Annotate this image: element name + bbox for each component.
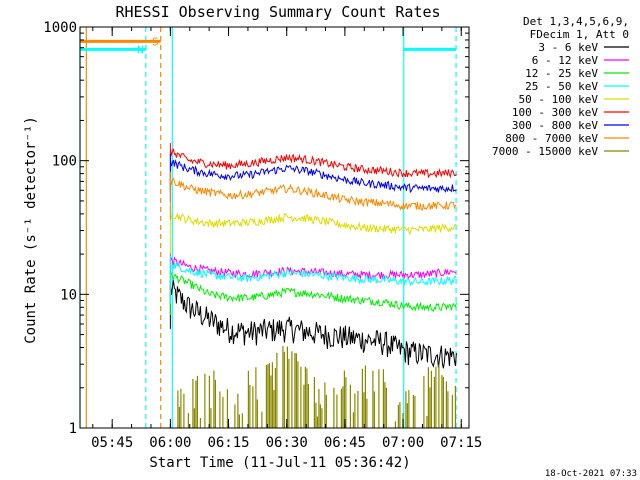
legend-label: 100 - 300 keV (512, 106, 598, 119)
legend-label: 50 - 100 keV (519, 93, 599, 106)
x-tick-label: 06:15 (207, 435, 249, 451)
legend-header: FDecim 1, Att 0 (530, 28, 629, 41)
y-tick-label: 1 (69, 421, 77, 437)
y-tick-label: 100 (52, 154, 77, 170)
series-line (169, 148, 457, 179)
series-line (169, 159, 457, 194)
legend-label: 3 - 6 keV (538, 41, 598, 54)
legend-header: Det 1,3,4,5,6,9, (523, 15, 629, 28)
series-line (169, 280, 457, 369)
legend-label: 6 - 12 keV (532, 54, 599, 67)
legend-label: 800 - 7000 keV (505, 132, 598, 145)
series-line (169, 256, 457, 281)
plot-area: SN (79, 27, 457, 428)
mode-bar-label: N (137, 43, 144, 56)
x-tick-label: 06:00 (149, 435, 191, 451)
x-axis: 05:45 06:00 06:15 06:30 06:45 07:00 07:15 (91, 27, 482, 451)
series-line (170, 262, 457, 287)
legend-label: 25 - 50 keV (525, 80, 598, 93)
footer-date: 18-Oct-2021 07:33 (545, 469, 637, 479)
x-tick-label: 06:30 (266, 435, 308, 451)
y-tick-label: 1000 (43, 20, 77, 36)
mode-bar-label: S (152, 35, 159, 48)
x-axis-label: Start Time (11-Jul-11 05:36:42) (149, 455, 410, 471)
series-trace (169, 255, 457, 304)
legend: Det 1,3,4,5,6,9,FDecim 1, Att 03 - 6 keV… (492, 15, 629, 158)
x-tick-label: 06:45 (324, 435, 366, 451)
chart-title: RHESSI Observing Summary Count Rates (115, 3, 440, 21)
y-axis: 1 10 100 1000 (43, 20, 469, 437)
series-line (177, 345, 456, 428)
legend-label: 300 - 800 keV (512, 119, 598, 132)
plot-frame (79, 26, 470, 429)
series-line (169, 177, 457, 211)
series-trace (177, 345, 456, 428)
series-line (169, 271, 457, 313)
x-tick-label: 05:45 (91, 435, 133, 451)
series-trace (169, 171, 457, 220)
y-axis-label: Count Rate (s⁻¹ detector⁻¹) (23, 116, 39, 344)
series-line (169, 212, 457, 235)
x-tick-label: 07:00 (382, 435, 424, 451)
y-tick-label: 10 (60, 287, 77, 303)
legend-label: 7000 - 15000 keV (492, 145, 598, 158)
x-tick-label: 07:15 (440, 435, 482, 451)
legend-label: 12 - 25 keV (525, 67, 598, 80)
